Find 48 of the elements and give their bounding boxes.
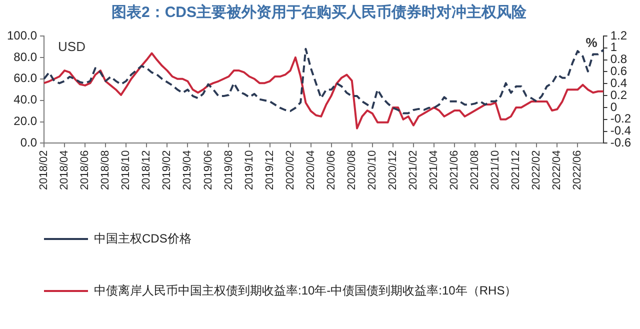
x-tick-label: 2020/04: [304, 150, 317, 190]
x-tick-label: 2019/04: [182, 150, 194, 190]
x-tick-label: 2021/10: [490, 150, 502, 190]
x-tick-label: 2021/02: [408, 150, 420, 190]
x-tick-label: 2019/08: [222, 150, 235, 190]
x-tick-label: 2021/04: [428, 150, 440, 190]
x-tick-label: 2020/02: [284, 150, 296, 190]
x-tick-label: 2019/12: [264, 150, 276, 190]
y-tick-label: 20.0: [14, 114, 38, 128]
y-tick-label: 0.0: [20, 136, 38, 150]
y2-tick-label: -0.4: [610, 124, 632, 138]
x-tick-label: 2018/08: [100, 150, 112, 190]
x-tick-label: 2022/02: [530, 150, 543, 190]
x-tick-label: 2022/04: [551, 150, 564, 190]
y-axis-title: USD: [58, 39, 86, 54]
y-tick-label: 40.0: [14, 92, 38, 107]
y-tick-label: 100.0: [7, 28, 38, 42]
x-tick-label: 2018/10: [120, 150, 132, 190]
y2-tick-label: 1: [610, 40, 618, 54]
x-tick-label: 2018/02: [38, 150, 50, 190]
y2-tick-label: 0.6: [610, 64, 628, 78]
x-tick-label: 2021/12: [510, 150, 522, 190]
x-tick-label: 2019/10: [243, 150, 256, 190]
legend-label: 中债离岸人民币中国主权债到期收益率:10年-中债国债到期收益率:10年（RHS）: [94, 283, 517, 298]
x-tick-label: 2021/08: [469, 150, 482, 190]
x-tick-label: 2022/06: [572, 150, 584, 190]
x-tick-label: 2019/02: [161, 150, 174, 190]
x-tick-label: 2020/06: [325, 150, 338, 190]
y2-tick-label: -0.2: [610, 112, 632, 126]
y2-tick-label: 0.4: [610, 76, 628, 90]
chart-title: 图表2：CDS主要被外资用于在购买人民币债券时对冲主权风险: [111, 3, 528, 22]
x-tick-label: 2020/10: [366, 150, 378, 190]
x-tick-label: 2019/06: [202, 150, 214, 190]
y-tick-label: 80.0: [14, 50, 38, 64]
x-tick-label: 2018/04: [58, 150, 71, 190]
x-tick-label: 2020/12: [386, 150, 399, 190]
x-tick-label: 2021/06: [448, 150, 461, 190]
y2-tick-label: 0.2: [610, 88, 628, 102]
y2-axis-title: %: [586, 35, 598, 50]
y2-tick-label: 1.2: [610, 28, 628, 42]
y2-tick-label: 0.8: [610, 52, 628, 66]
y2-tick-label: -0.6: [610, 136, 632, 150]
legend-label: 中国主权CDS价格: [94, 231, 192, 246]
x-tick-label: 2020/08: [346, 150, 358, 190]
x-tick-label: 2018/06: [79, 150, 92, 190]
y-tick-label: 60.0: [14, 71, 38, 86]
x-tick-label: 2018/12: [140, 150, 153, 190]
y2-tick-label: 0: [610, 100, 618, 114]
